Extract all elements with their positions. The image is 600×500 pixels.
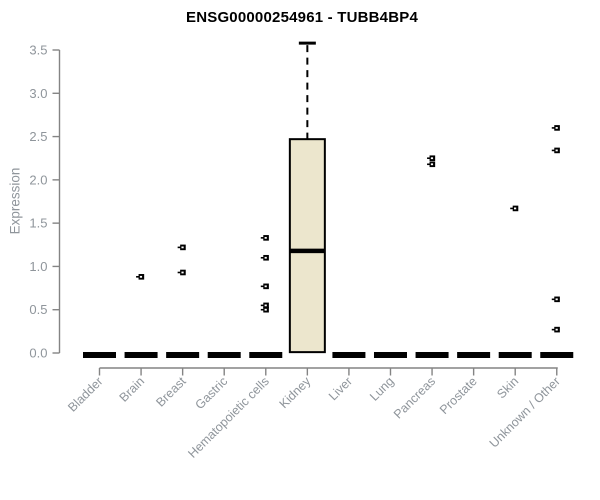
zero-median-bar [166,352,200,358]
median-line [289,248,325,254]
y-tick-label: 1.0 [29,259,47,274]
outlier-square-center [139,275,143,278]
boxplot-unknown-other [540,125,574,358]
boxplot-prostate [457,352,491,358]
outlier-point [551,296,560,303]
boxplot-lung [373,352,407,358]
outlier-square-center [264,308,267,311]
outlier-point [427,155,436,162]
y-tick-label: 0.5 [29,302,47,317]
boxplot-liver [332,352,366,358]
outlier-square-center [555,149,558,152]
boxplot-bladder [83,352,116,358]
outlier-square-center [514,207,517,210]
outlier-point [551,125,560,131]
zero-median-bar [415,352,449,358]
outlier-square-center [264,256,267,259]
outlier-square-center [264,285,267,288]
x-category-label: Liver [326,374,355,403]
boxplot-hematopoietic-cells [249,235,283,358]
zero-median-bar [373,352,407,358]
outlier-point [551,326,560,333]
x-category-label: Lung [367,374,397,404]
boxplot-brain [124,274,158,358]
outlier-point [510,205,519,212]
outlier-point [136,274,145,280]
zero-median-bar [124,352,158,358]
boxplot-gastric [207,352,241,358]
outlier-square-center [555,298,558,301]
outlier-square-center [555,328,558,331]
y-tick-label: 3.0 [29,86,47,101]
chart-title: ENSG00000254961 - TUBB4BP4 [186,9,418,26]
zero-median-bar [498,352,532,358]
zero-median-bar [249,352,283,358]
outlier-point [177,269,186,276]
boxplot-pancreas [415,155,449,358]
x-category-label: Skin [494,374,521,401]
zero-median-bar [83,352,116,358]
x-category-label: Breast [153,374,189,410]
outlier-square-center [181,246,184,249]
y-tick-label: 1.5 [29,216,47,231]
outlier-point [260,283,269,290]
outlier-square-center [430,157,434,160]
outlier-square-center [264,236,267,239]
outlier-point [260,302,269,309]
outlier-point [260,306,269,313]
x-category-label: Gastric [192,374,230,412]
outlier-point [260,235,269,241]
x-category-label: Unknown / Other [487,374,563,450]
zero-median-bar [207,352,241,358]
outlier-point [260,254,269,261]
outlier-square-center [555,127,558,129]
x-category-label: Bladder [65,374,105,414]
x-category-label: Kidney [277,374,314,411]
outlier-square-center [264,304,267,307]
outlier-square-center [181,271,184,274]
x-category-label: Hematopoietic cells [185,374,272,461]
x-category-label: Brain [117,374,148,405]
boxplot-breast [166,244,200,358]
zero-median-bar [457,352,491,358]
y-tick-label: 0.0 [29,346,47,361]
x-category-label: Pancreas [391,374,438,421]
zero-median-bar [540,352,574,358]
box-iqr [288,138,326,354]
outlier-square-center [430,163,434,166]
outlier-point [427,161,436,168]
outlier-point [551,147,560,154]
x-category-label: Prostate [437,374,480,417]
boxplot-kidney [288,41,326,354]
y-tick-label: 2.0 [29,172,47,187]
boxplot-skin [498,205,532,358]
y-tick-label: 3.5 [29,43,47,58]
zero-median-bar [332,352,366,358]
y-tick-label: 2.5 [29,129,47,144]
outlier-point [177,244,186,251]
